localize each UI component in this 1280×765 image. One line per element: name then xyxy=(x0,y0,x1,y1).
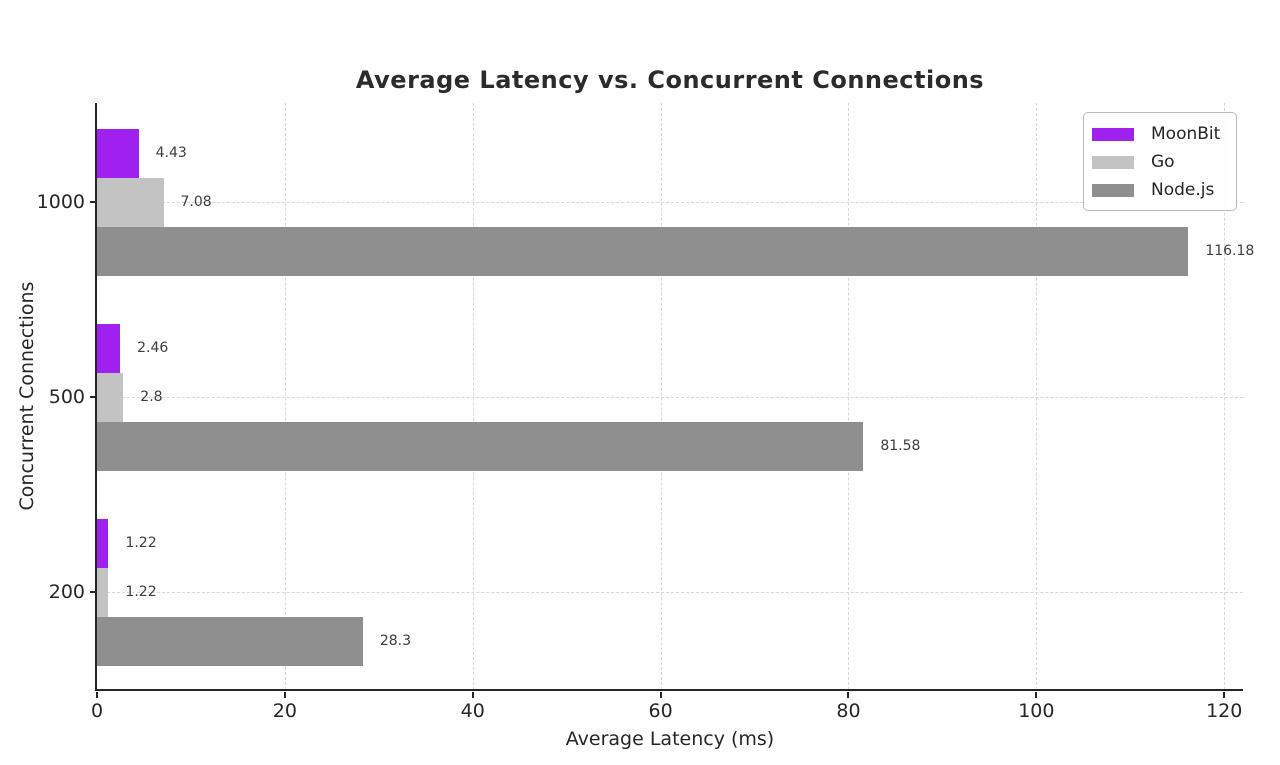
x-tick-mark-0 xyxy=(96,692,98,698)
gridline-y-500 xyxy=(97,397,1243,398)
bar-value-label: 4.43 xyxy=(155,145,187,161)
x-tick-mark-120 xyxy=(1223,692,1226,698)
bar-value-label: 1.22 xyxy=(125,584,157,600)
x-tick-mark-80 xyxy=(847,692,850,698)
gridline-y-1000 xyxy=(97,202,1243,203)
y-tick-mark-1000 xyxy=(90,201,96,203)
y-tick-label-500: 500 xyxy=(48,386,85,408)
gridline-x-100 xyxy=(1036,103,1038,690)
gridline-x-60 xyxy=(660,103,662,690)
legend-item-node-js: Node.js xyxy=(1092,176,1236,204)
y-axis-label: Concurrent Connections xyxy=(16,281,38,511)
bar-moonbit-500 xyxy=(97,323,121,373)
y-tick-mark-200 xyxy=(90,591,96,593)
x-tick-label-80: 80 xyxy=(836,700,861,722)
legend-item-moonbit: MoonBit xyxy=(1092,120,1236,148)
x-tick-mark-100 xyxy=(1035,692,1038,698)
legend-swatch-icon xyxy=(1092,155,1134,169)
bar-moonbit-200 xyxy=(97,518,109,568)
bar-go-500 xyxy=(97,372,124,422)
gridline-x-120 xyxy=(1224,103,1226,690)
x-tick-label-40: 40 xyxy=(460,700,485,722)
bar-go-1000 xyxy=(97,177,164,227)
x-tick-label-100: 100 xyxy=(1018,700,1055,722)
bar-value-label: 2.8 xyxy=(140,389,163,405)
bar-node-js-200 xyxy=(97,616,363,666)
x-tick-mark-60 xyxy=(659,692,662,698)
x-tick-label-60: 60 xyxy=(648,700,673,722)
x-tick-mark-20 xyxy=(283,692,286,698)
bar-value-label: 7.08 xyxy=(180,194,212,210)
gridline-x-40 xyxy=(472,103,474,690)
gridline-x-20 xyxy=(284,103,286,690)
bar-value-label: 28.3 xyxy=(379,633,411,649)
plot-area: 4.43 7.08 116.18 2.46 2.8 81.58 1.22 1.22 28.3 xyxy=(97,103,1254,690)
bar-node-js-1000 xyxy=(97,226,1189,276)
x-axis-label: Average Latency (ms) xyxy=(565,728,775,750)
bar-moonbit-1000 xyxy=(97,128,139,178)
x-tick-label-0: 0 xyxy=(90,700,104,722)
bar-value-label: 1.22 xyxy=(125,535,157,551)
legend-swatch-icon xyxy=(1092,183,1134,197)
bar-value-label: 2.46 xyxy=(137,340,169,356)
gridline-y-200 xyxy=(97,592,1243,593)
y-tick-label-200: 200 xyxy=(48,581,85,603)
chart-title: Average Latency vs. Concurrent Connectio… xyxy=(355,66,985,94)
legend-label: MoonBit xyxy=(1151,124,1221,144)
legend-label: Node.js xyxy=(1151,180,1215,200)
x-tick-mark-40 xyxy=(471,692,474,698)
x-tick-label-120: 120 xyxy=(1206,700,1243,722)
legend-swatch-icon xyxy=(1092,127,1134,141)
x-tick-label-20: 20 xyxy=(272,700,297,722)
bar-value-label: 81.58 xyxy=(880,438,921,454)
y-tick-label-1000: 1000 xyxy=(36,191,85,213)
bar-value-label: 116.18 xyxy=(1205,243,1255,259)
bar-go-200 xyxy=(97,567,109,617)
y-tick-mark-500 xyxy=(90,396,96,398)
legend: MoonBit Go Node.js xyxy=(1083,112,1237,211)
legend-item-go: Go xyxy=(1092,148,1236,176)
gridline-x-80 xyxy=(848,103,850,690)
legend-label: Go xyxy=(1151,152,1175,172)
bar-node-js-500 xyxy=(97,421,864,471)
y-axis-spine xyxy=(95,103,97,691)
x-axis-spine xyxy=(95,689,1243,691)
